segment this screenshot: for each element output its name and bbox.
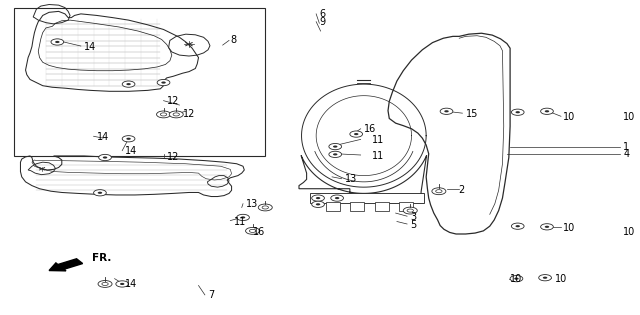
Circle shape — [157, 79, 170, 86]
Text: 10: 10 — [623, 227, 636, 238]
Circle shape — [122, 81, 135, 87]
Text: 1: 1 — [623, 141, 629, 152]
Circle shape — [103, 157, 108, 158]
Text: 10: 10 — [555, 274, 567, 284]
Circle shape — [169, 111, 183, 118]
Circle shape — [331, 195, 344, 201]
Circle shape — [545, 226, 549, 228]
Text: 16: 16 — [364, 124, 376, 135]
Circle shape — [511, 109, 524, 115]
Circle shape — [250, 229, 256, 232]
Circle shape — [510, 276, 523, 282]
Circle shape — [329, 151, 342, 158]
Circle shape — [93, 190, 106, 196]
Circle shape — [98, 281, 112, 287]
Circle shape — [514, 278, 518, 280]
Circle shape — [241, 216, 245, 219]
Circle shape — [246, 227, 260, 234]
Text: 16: 16 — [253, 227, 265, 238]
Circle shape — [541, 224, 554, 230]
Circle shape — [316, 203, 320, 205]
Circle shape — [333, 153, 337, 156]
Circle shape — [407, 209, 413, 212]
Text: 12: 12 — [166, 152, 179, 163]
Circle shape — [354, 133, 358, 135]
Circle shape — [515, 111, 520, 113]
Circle shape — [55, 41, 60, 43]
Circle shape — [329, 143, 342, 150]
Circle shape — [173, 113, 179, 116]
Text: 15: 15 — [465, 109, 478, 119]
Circle shape — [545, 110, 549, 112]
Text: 11: 11 — [371, 151, 384, 161]
Circle shape — [51, 39, 64, 45]
Circle shape — [161, 82, 166, 84]
Text: 10: 10 — [510, 274, 522, 284]
Text: 8: 8 — [230, 35, 236, 45]
Text: 3: 3 — [410, 212, 417, 222]
Circle shape — [333, 146, 337, 148]
Text: 14: 14 — [84, 42, 96, 52]
Text: 10: 10 — [563, 223, 575, 233]
Circle shape — [102, 282, 108, 285]
Circle shape — [122, 136, 135, 142]
Text: 4: 4 — [623, 149, 629, 159]
Circle shape — [543, 277, 547, 279]
Circle shape — [444, 110, 449, 112]
Text: 10: 10 — [623, 112, 636, 122]
Circle shape — [237, 214, 250, 220]
Bar — [399, 203, 413, 211]
Text: 14: 14 — [97, 132, 109, 142]
Text: 6: 6 — [319, 9, 326, 19]
Circle shape — [511, 223, 524, 229]
Circle shape — [436, 190, 442, 193]
Circle shape — [116, 281, 129, 287]
Circle shape — [541, 108, 554, 114]
Circle shape — [312, 195, 324, 201]
Text: 14: 14 — [125, 279, 138, 289]
Text: 12: 12 — [166, 96, 179, 106]
Bar — [350, 203, 364, 211]
Bar — [375, 203, 389, 211]
Circle shape — [432, 188, 446, 195]
Text: 7: 7 — [208, 290, 214, 300]
Text: 5: 5 — [410, 220, 417, 230]
Circle shape — [120, 283, 124, 285]
Text: 13: 13 — [246, 199, 259, 209]
Circle shape — [126, 83, 131, 85]
Circle shape — [335, 197, 339, 199]
Bar — [14, 8, 266, 156]
Circle shape — [515, 225, 520, 227]
FancyArrow shape — [49, 259, 83, 271]
Text: 14: 14 — [125, 146, 138, 156]
Circle shape — [312, 201, 324, 208]
Text: 9: 9 — [319, 17, 326, 27]
Text: 11: 11 — [234, 216, 246, 226]
Circle shape — [403, 207, 417, 214]
Circle shape — [350, 131, 363, 137]
Circle shape — [99, 154, 111, 161]
Circle shape — [161, 113, 166, 116]
Circle shape — [262, 206, 268, 209]
Text: 13: 13 — [345, 175, 357, 184]
Bar — [310, 193, 424, 203]
Text: 12: 12 — [182, 109, 195, 119]
Circle shape — [539, 275, 552, 281]
Circle shape — [440, 108, 453, 114]
Circle shape — [98, 192, 102, 194]
Text: FR.: FR. — [92, 253, 112, 263]
Bar — [326, 203, 340, 211]
Text: 10: 10 — [563, 112, 575, 122]
Circle shape — [157, 111, 170, 118]
Circle shape — [316, 197, 320, 199]
Circle shape — [259, 204, 272, 211]
Text: 11: 11 — [371, 135, 384, 145]
Circle shape — [126, 138, 131, 140]
Text: 2: 2 — [458, 185, 464, 195]
